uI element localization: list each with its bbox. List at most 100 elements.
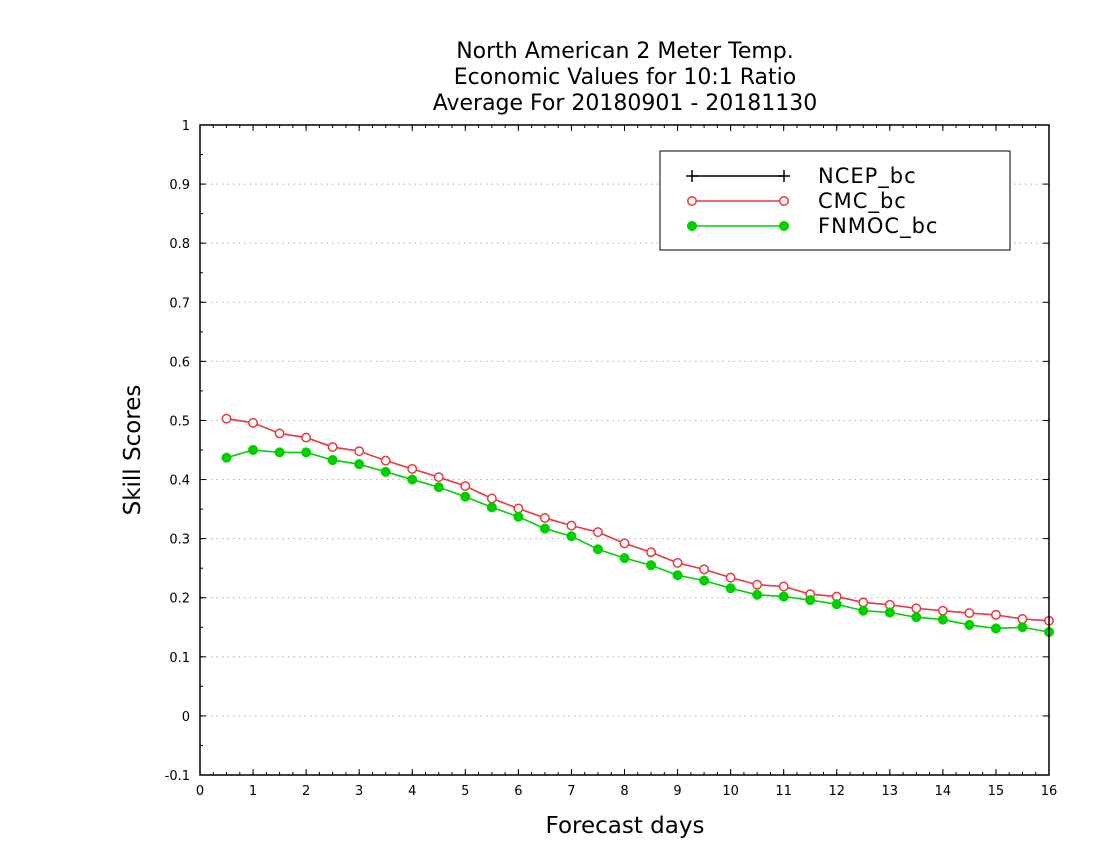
series-layer [221, 413, 1055, 638]
data-point [566, 520, 577, 531]
data-point [274, 447, 285, 458]
data-point [725, 583, 736, 594]
y-tick-label: 0.6 [169, 355, 190, 370]
gridlines [200, 183, 1049, 717]
data-point [619, 538, 630, 549]
data-point [327, 442, 338, 452]
legend-marker [779, 196, 789, 206]
data-point [513, 511, 524, 522]
y-tick-label: 0.4 [169, 474, 190, 489]
y-tick-label: 0.1 [169, 651, 190, 666]
x-tick-label: 0 [196, 784, 204, 799]
data-point [937, 605, 948, 616]
data-point [248, 444, 259, 456]
data-point [433, 482, 444, 493]
y-axis-label: Skill Scores [120, 385, 146, 516]
data-point [752, 579, 763, 590]
data-point [1017, 622, 1028, 633]
title-line: Average For 20180901 - 20181130 [433, 91, 818, 116]
data-point [725, 572, 736, 583]
data-point [990, 623, 1001, 634]
data-point [301, 447, 312, 458]
data-point [380, 455, 391, 466]
data-point [964, 608, 975, 619]
data-point [699, 564, 710, 575]
legend-marker [686, 220, 698, 232]
series-line [226, 449, 1050, 633]
x-tick-label: 8 [620, 784, 628, 799]
data-point [911, 603, 922, 614]
data-point [805, 595, 816, 606]
data-point [990, 609, 1001, 620]
y-tick-label: 0.9 [169, 178, 190, 193]
data-point [592, 544, 604, 555]
data-point [460, 481, 471, 491]
data-point [274, 428, 285, 439]
data-point [778, 581, 789, 592]
x-tick-label: 16 [1041, 784, 1058, 799]
data-point [354, 459, 365, 470]
data-point [486, 493, 497, 504]
data-point [539, 513, 550, 523]
data-point [380, 466, 391, 477]
data-point [646, 547, 656, 558]
series-line [226, 417, 1050, 622]
data-point [645, 560, 657, 571]
x-tick-label: 10 [722, 784, 739, 799]
data-point [486, 502, 497, 513]
data-point [964, 619, 975, 630]
data-point [407, 474, 418, 485]
series-FNMOC_bc [221, 444, 1055, 638]
data-point [672, 570, 683, 581]
x-tick-label: 9 [673, 784, 681, 799]
x-tick-label: 5 [461, 784, 469, 799]
y-tick-label: 0.2 [169, 592, 190, 607]
data-point [301, 432, 312, 443]
data-point [354, 446, 365, 457]
data-point [433, 472, 444, 483]
data-point [460, 491, 471, 502]
data-point [407, 463, 418, 474]
data-point [221, 452, 232, 463]
y-tick-label: 0.3 [169, 533, 190, 548]
x-axis-label: Forecast days [546, 813, 705, 839]
data-point [248, 417, 259, 428]
data-point [327, 454, 338, 466]
x-tick-label: 6 [514, 784, 522, 799]
title-line: North American 2 Meter Temp. [456, 39, 794, 64]
chart-title: North American 2 Meter Temp.Economic Val… [433, 39, 818, 116]
y-tick-label: 0 [182, 710, 190, 725]
x-tick-label: 4 [408, 784, 416, 799]
legend-marker [778, 220, 790, 232]
data-point [539, 523, 550, 534]
data-point [778, 591, 789, 602]
y-tick-label: 1 [182, 119, 190, 134]
data-point [884, 607, 895, 618]
plot-frame [199, 124, 1050, 776]
data-point [513, 503, 524, 514]
data-point [619, 553, 630, 564]
data-point [593, 527, 603, 538]
data-point [221, 413, 232, 424]
y-tick-label: 0.5 [169, 414, 190, 429]
data-point [858, 597, 869, 608]
data-point [831, 599, 842, 610]
series-CMC_bc [221, 413, 1054, 626]
y-tick-label: 0.7 [169, 296, 190, 311]
y-tick-label: 0.8 [169, 237, 190, 252]
data-point [672, 557, 683, 568]
x-tick-label: 1 [249, 784, 257, 799]
data-point [937, 614, 948, 625]
data-point [752, 589, 763, 600]
legend-label: FNMOC_bc [818, 214, 938, 239]
x-tick-label: 7 [567, 784, 575, 799]
x-tick-label: 15 [988, 784, 1005, 799]
x-tick-label: 12 [828, 784, 845, 799]
legend-label: CMC_bc [818, 189, 907, 214]
x-tick-label: 13 [882, 784, 899, 799]
data-point [699, 575, 710, 586]
x-tick-label: 11 [775, 784, 792, 799]
x-tick-label: 2 [302, 784, 310, 799]
